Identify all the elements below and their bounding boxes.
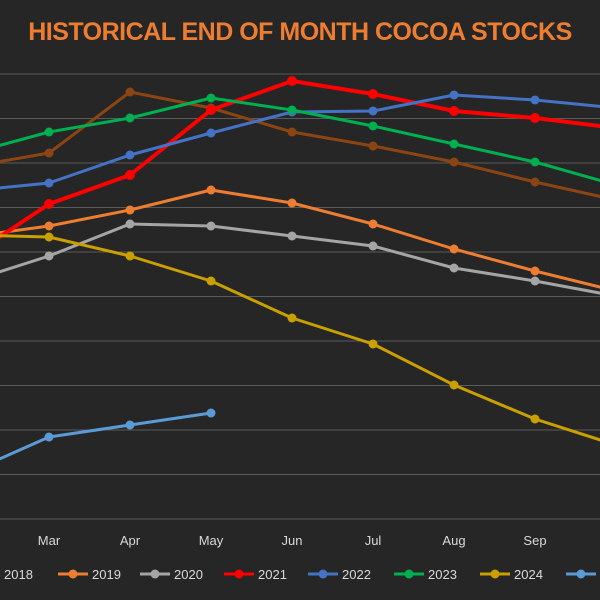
data-point-2018 <box>449 157 459 167</box>
legend-marker-2022 <box>318 569 328 579</box>
series-line-2020 <box>0 222 600 295</box>
x-tick-label: Jul <box>365 533 382 548</box>
data-point-2024 <box>287 313 297 323</box>
data-point-2022 <box>44 178 54 188</box>
x-tick-label: Apr <box>120 533 141 548</box>
x-tick-label: May <box>199 533 224 548</box>
data-point-2021 <box>449 106 459 116</box>
data-point-2024 <box>449 380 459 390</box>
data-point-2023 <box>449 139 459 149</box>
legend-label-2022: 2022 <box>342 567 371 582</box>
chart-title: HISTORICAL END OF MONTH COCOA STOCKS <box>28 18 572 46</box>
data-point-2020 <box>530 276 540 286</box>
data-point-2021 <box>44 199 54 209</box>
legend-label-2019: 2019 <box>92 567 121 582</box>
data-point-2020 <box>287 231 297 241</box>
legend-label-2020: 2020 <box>174 567 203 582</box>
data-point-2022 <box>530 95 540 105</box>
data-point-2024 <box>206 276 216 286</box>
data-point-2021 <box>125 170 135 180</box>
data-point-2019 <box>530 266 540 276</box>
data-point-2019 <box>368 219 378 229</box>
data-point-2020 <box>368 241 378 251</box>
data-point-2021 <box>530 113 540 123</box>
data-point-2022 <box>125 150 135 160</box>
data-point-2018 <box>44 148 54 158</box>
data-point-2020 <box>44 251 54 261</box>
data-point-2022 <box>206 128 216 138</box>
x-tick-label: Mar <box>38 533 61 548</box>
data-point-2023 <box>206 93 216 103</box>
data-point-2021 <box>287 76 297 86</box>
data-point-2024 <box>530 414 540 424</box>
series-line-2018 <box>0 90 600 198</box>
legend-label-2024: 2024 <box>514 567 543 582</box>
data-point-2025 <box>44 432 54 442</box>
series-line-2024 <box>0 234 600 442</box>
x-tick-label: Jun <box>282 533 303 548</box>
data-point-2018 <box>368 141 378 151</box>
data-point-2024 <box>125 251 135 261</box>
data-point-2019 <box>206 185 216 195</box>
data-point-2019 <box>449 244 459 254</box>
legend-marker-2019 <box>68 569 78 579</box>
data-point-2023 <box>125 113 135 123</box>
data-point-2024 <box>368 339 378 349</box>
series-line-2025 <box>0 411 212 461</box>
data-point-2024 <box>44 232 54 242</box>
data-point-2025 <box>125 420 135 430</box>
data-point-2022 <box>449 90 459 100</box>
x-tick-label: Sep <box>523 533 546 548</box>
legend-marker-2020 <box>150 569 160 579</box>
legend-label-2021: 2021 <box>258 567 287 582</box>
legend-marker-2025 <box>576 569 586 579</box>
legend-label-2023: 2023 <box>428 567 457 582</box>
data-point-2023 <box>44 127 54 137</box>
data-point-2018 <box>287 127 297 137</box>
series-line-2023 <box>0 96 600 183</box>
data-point-2023 <box>368 121 378 131</box>
legend-marker-2024 <box>490 569 500 579</box>
data-point-2019 <box>125 205 135 215</box>
data-point-2023 <box>530 157 540 167</box>
x-tick-label: Aug <box>442 533 465 548</box>
data-point-2025 <box>206 408 216 418</box>
legend-label-2018: 2018 <box>4 567 33 582</box>
data-point-2022 <box>368 106 378 116</box>
data-point-2020 <box>449 263 459 273</box>
data-point-2020 <box>206 221 216 231</box>
data-point-2018 <box>530 177 540 187</box>
legend-marker-2021 <box>234 569 244 579</box>
data-point-2023 <box>287 105 297 115</box>
data-point-2019 <box>44 221 54 231</box>
data-point-2018 <box>125 87 135 97</box>
data-point-2021 <box>368 89 378 99</box>
data-point-2020 <box>125 219 135 229</box>
legend-marker-2023 <box>404 569 414 579</box>
data-point-2021 <box>206 105 216 115</box>
data-point-2019 <box>287 198 297 208</box>
